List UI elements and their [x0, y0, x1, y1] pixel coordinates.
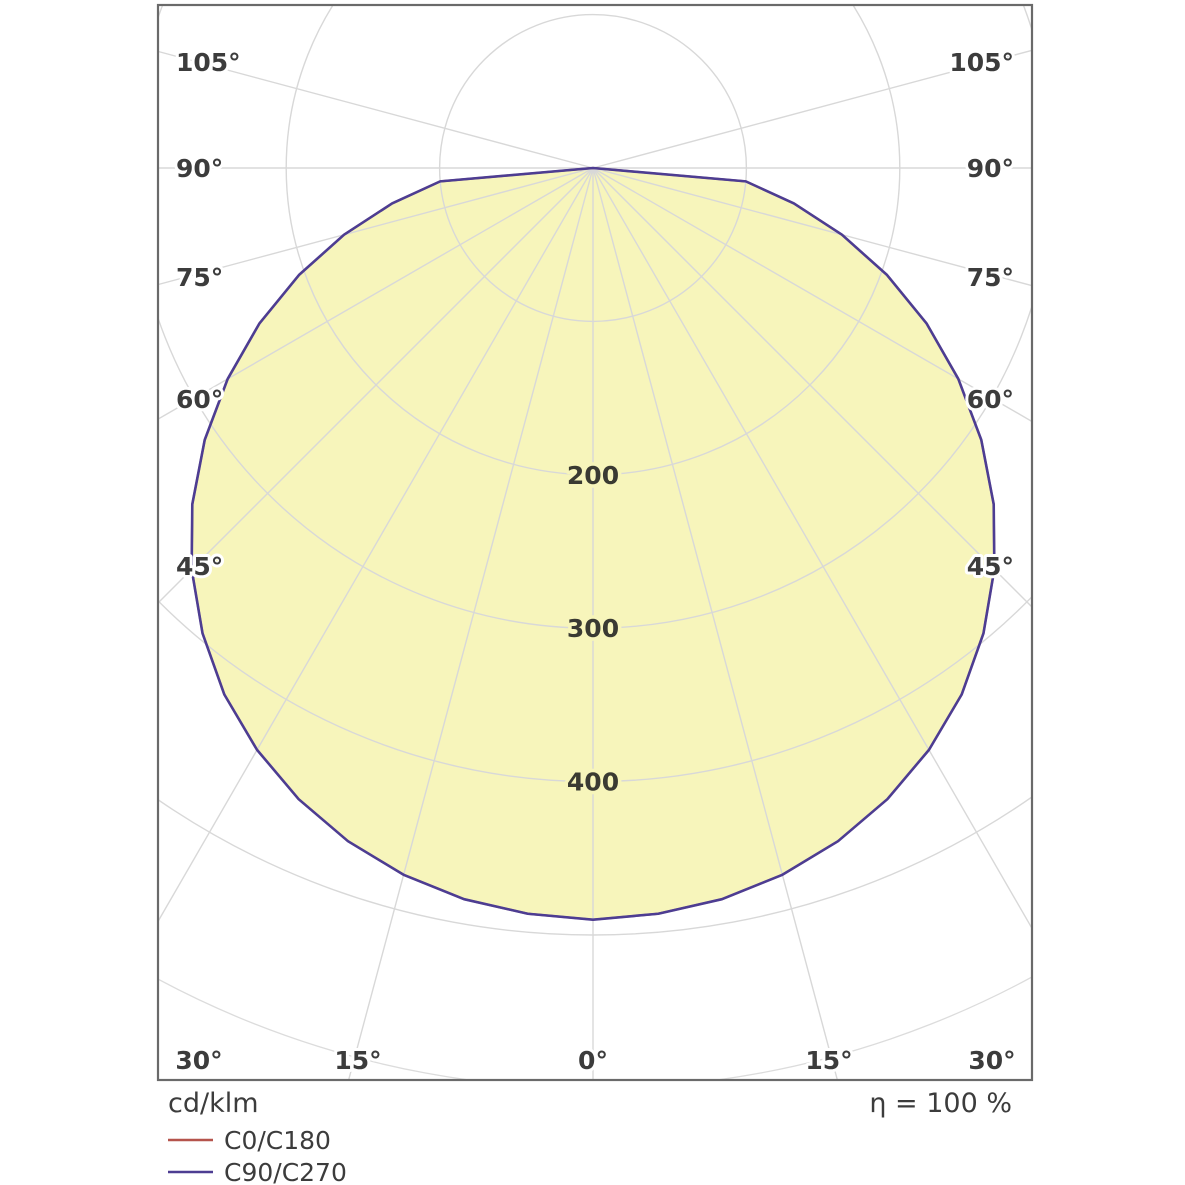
angle-label-left-halo-105: 105°: [176, 48, 241, 77]
radial-label-halo-400: 400: [567, 768, 619, 797]
angle-label-left-90: 90°: [176, 154, 223, 183]
radial-label-300: 300: [567, 614, 619, 643]
angle-label-bottom-halo--15: 15°: [334, 1046, 381, 1075]
curve-c90-c270: [190, 166, 996, 921]
angle-label-right-105: 105°: [949, 48, 1014, 77]
angle-label-right-halo-45: 45°: [967, 552, 1014, 581]
angle-label-right-60: 60°: [967, 385, 1014, 414]
angle-label-bottom-halo--30: 30°: [175, 1046, 222, 1075]
angle-label-bottom-15: 15°: [805, 1046, 852, 1075]
angle-label-left-halo-75: 75°: [176, 263, 223, 292]
angle-label-bottom-halo-0: 0°: [578, 1046, 608, 1075]
angle-label-left-60: 60°: [176, 385, 223, 414]
angle-label-bottom-30: 30°: [968, 1046, 1015, 1075]
radial-label-400: 400: [567, 768, 619, 797]
angle-label-bottom--15: 15°: [334, 1046, 381, 1075]
grid-spoke-body-105: [592, 168, 995, 169]
grid-spoke-body--60: [191, 168, 594, 919]
radial-label-halo-200: 200: [567, 461, 619, 490]
radial-label-200: 200: [567, 461, 619, 490]
unit-label: cd/klm: [168, 1088, 259, 1119]
legend: C0/C180 C90/C270: [168, 1126, 347, 1185]
grid-spoke-body-45: [592, 168, 995, 920]
angle-label-left-45: 45°: [176, 552, 223, 581]
grid-spoke-105: [592, 49, 1031, 169]
angle-label-left-halo-90: 90°: [176, 154, 223, 183]
angle-label-right-90: 90°: [967, 154, 1014, 183]
angle-label-right-halo-75: 75°: [967, 263, 1014, 292]
angle-label-bottom-halo-30: 30°: [968, 1046, 1015, 1075]
grid-spoke-body-60: [592, 168, 995, 919]
angle-label-bottom--30: 30°: [175, 1046, 222, 1075]
grid-spoke-body--75: [191, 168, 594, 557]
angle-label-left-75: 75°: [176, 263, 223, 292]
grid-spoke-body--45: [191, 168, 594, 920]
angle-label-right-halo-60: 60°: [967, 385, 1014, 414]
efficiency-label: η = 100 %: [869, 1088, 1012, 1119]
angle-label-right-45: 45°: [967, 552, 1014, 581]
angle-label-bottom-0: 0°: [578, 1046, 608, 1075]
grid-spoke--105: [159, 50, 594, 169]
legend-label-c0: C0/C180: [224, 1126, 331, 1155]
radial-label-halo-300: 300: [567, 614, 619, 643]
angle-label-bottom-halo-15: 15°: [805, 1046, 852, 1075]
grid-spoke-body-75: [592, 168, 995, 557]
legend-label-c90: C90/C270: [224, 1158, 347, 1185]
angle-label-right-75: 75°: [967, 263, 1014, 292]
angle-label-right-halo-105: 105°: [949, 48, 1014, 77]
angle-labels: 105°105°90°90°75°75°60°60°45°45°105°105°…: [172, 45, 1018, 1078]
angle-label-left-105: 105°: [176, 48, 241, 77]
grid-spoke-body--105: [191, 168, 594, 169]
plot-frame: [156, 3, 1034, 1082]
angle-label-left-halo-60: 60°: [176, 385, 223, 414]
angle-label-left-halo-45: 45°: [176, 552, 223, 581]
angle-label-right-halo-90: 90°: [967, 154, 1014, 183]
